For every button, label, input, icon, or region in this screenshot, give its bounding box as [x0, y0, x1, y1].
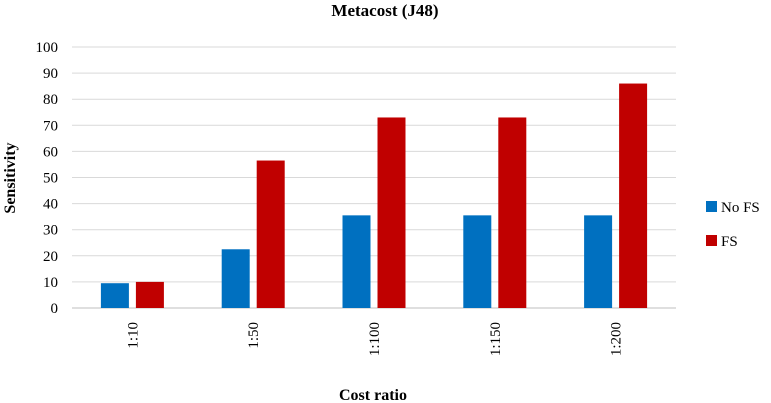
bar-no-fs — [221, 249, 250, 308]
bar-fs — [377, 117, 406, 308]
x-tick-label: 1:200 — [609, 322, 625, 356]
bars — [100, 83, 648, 308]
bar-fs — [619, 83, 648, 308]
legend-label: No FS — [721, 200, 760, 216]
y-tick-label: 100 — [36, 40, 59, 56]
y-tick-label: 20 — [43, 249, 58, 265]
y-axis-title: Sensitivity — [2, 142, 19, 213]
y-tick-labels: 0 10 20 30 40 50 60 70 80 90 100 — [36, 40, 59, 317]
bar-fs — [498, 117, 527, 308]
bar-fs — [256, 160, 285, 308]
bar-no-fs — [100, 283, 129, 308]
gridlines — [72, 46, 676, 309]
y-tick-label: 90 — [43, 66, 58, 82]
y-tick-label: 50 — [43, 171, 58, 187]
x-axis-title: Cost ratio — [339, 387, 407, 403]
x-tick-labels: 1:10 1:50 1:100 1:150 1:200 — [125, 322, 624, 356]
legend-swatch — [706, 235, 717, 246]
chart-title: Metacost (J48) — [331, 1, 438, 20]
y-tick-label: 60 — [43, 144, 58, 160]
legend-swatch — [706, 201, 717, 212]
x-tick-label: 1:10 — [125, 322, 141, 349]
legend-label: FS — [721, 234, 738, 250]
y-tick-label: 70 — [43, 118, 58, 134]
y-tick-label: 0 — [51, 301, 59, 317]
x-tick-label: 1:100 — [367, 322, 383, 356]
bar-no-fs — [584, 215, 613, 308]
x-tick-label: 1:150 — [488, 322, 504, 356]
y-tick-label: 40 — [43, 197, 58, 213]
y-tick-label: 30 — [43, 223, 58, 239]
legend: No FS FS — [706, 200, 760, 250]
y-tick-label: 80 — [43, 92, 58, 108]
bar-fs — [135, 281, 164, 308]
y-tick-label: 10 — [43, 275, 58, 291]
x-tick-label: 1:50 — [246, 322, 262, 349]
bar-no-fs — [342, 215, 371, 308]
bar-no-fs — [463, 215, 492, 308]
